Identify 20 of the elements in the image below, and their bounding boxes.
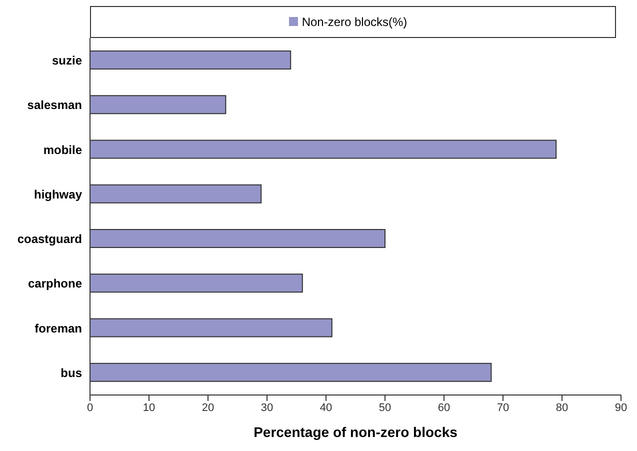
x-tick-label: 30: [260, 402, 274, 414]
y-tick-label: mobile: [43, 142, 82, 157]
x-tick-label: 10: [142, 402, 156, 414]
y-tick-label: bus: [60, 366, 82, 380]
y-tick-label: foreman: [34, 321, 82, 336]
x-tick-label: 20: [202, 402, 214, 414]
x-tick-label: 90: [614, 402, 628, 414]
x-tick-label: 50: [378, 402, 392, 414]
x-tick-label: 40: [320, 402, 332, 414]
y-tick-label: carphone: [28, 276, 82, 291]
y-tick-label: suzie: [52, 54, 82, 68]
y-tick-label: coastguard: [17, 232, 82, 246]
legend-label: Non-zero blocks(%): [302, 15, 408, 29]
x-tick-label: 0: [86, 402, 94, 414]
x-tick-label: 60: [438, 402, 450, 414]
y-tick-label: highway: [34, 187, 82, 202]
x-tick-label: 70: [496, 402, 510, 414]
x-axis-title: Percentage of non-zero blocks: [254, 424, 458, 440]
y-tick-label: salesman: [27, 98, 82, 112]
x-tick-label: 80: [556, 402, 568, 414]
